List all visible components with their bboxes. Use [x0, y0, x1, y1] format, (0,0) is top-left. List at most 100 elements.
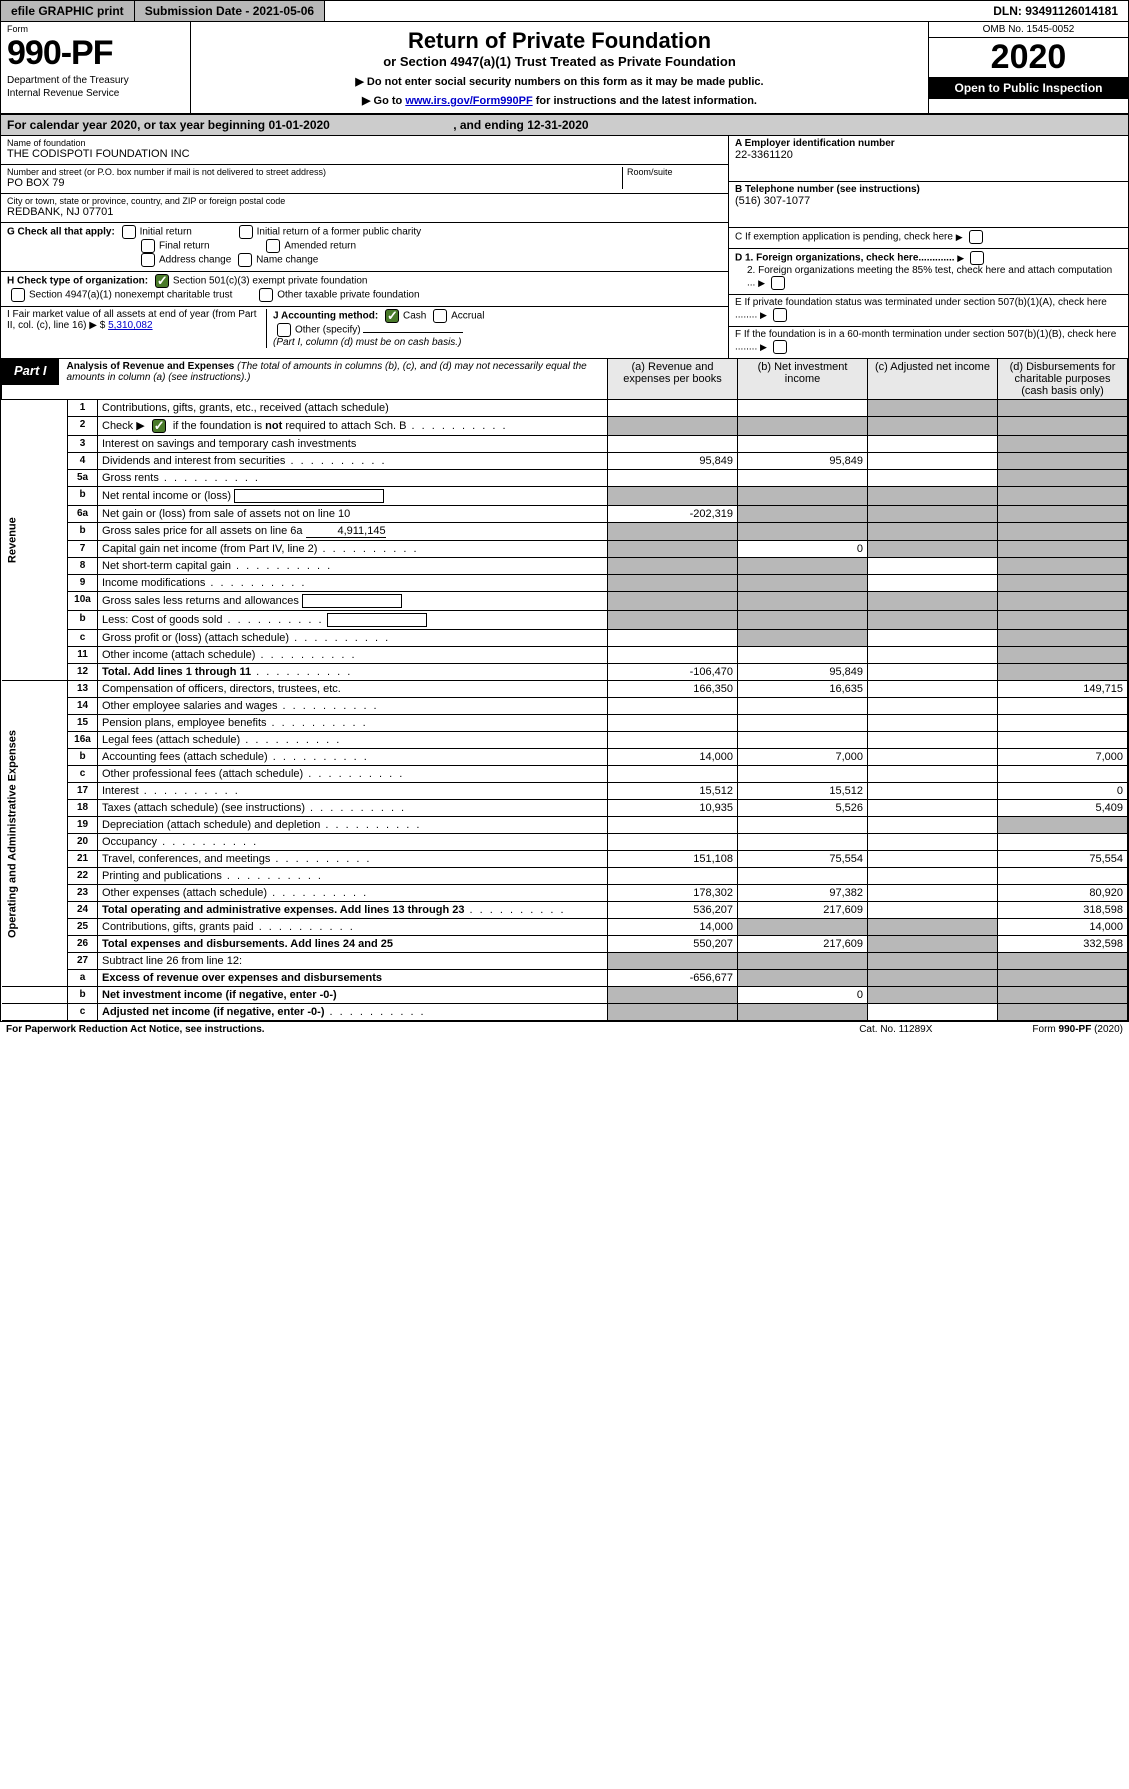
4947-checkbox[interactable] [11, 288, 25, 302]
e-cell: E If private foundation status was termi… [729, 295, 1128, 327]
dept-treasury: Department of the Treasury [7, 75, 184, 86]
tax-year: 2020 [929, 38, 1128, 77]
row-20: 20Occupancy [2, 834, 1128, 851]
row-10b: bLess: Cost of goods sold [2, 611, 1128, 630]
header: Form 990-PF Department of the Treasury I… [1, 22, 1128, 115]
row-27b: bNet investment income (if negative, ent… [2, 987, 1128, 1004]
final-return-label: Final return [159, 241, 210, 252]
row-5b: bNet rental income or (loss) [2, 487, 1128, 506]
address-cell: Number and street (or P.O. box number if… [1, 165, 728, 194]
accrual-checkbox[interactable] [433, 309, 447, 323]
col-b-header: (b) Net investment income [738, 359, 868, 400]
i-j-row: I Fair market value of all assets at end… [1, 307, 728, 352]
501c3-checkbox[interactable] [155, 274, 169, 288]
other-method-checkbox[interactable] [277, 323, 291, 337]
row-3: 3Interest on savings and temporary cash … [2, 436, 1128, 453]
row-1: Revenue1Contributions, gifts, grants, et… [2, 400, 1128, 417]
other-taxable-checkbox[interactable] [259, 288, 273, 302]
city-label: City or town, state or province, country… [7, 196, 722, 206]
submission-date-value: 2021-05-06 [253, 4, 314, 18]
row-6a: 6aNet gain or (loss) from sale of assets… [2, 506, 1128, 523]
other-taxable-label: Other taxable private foundation [277, 290, 419, 301]
name-change-checkbox[interactable] [238, 253, 252, 267]
d2-checkbox[interactable] [771, 276, 785, 290]
d1-label: D 1. Foreign organizations, check here..… [735, 253, 955, 264]
city: REDBANK, NJ 07701 [7, 206, 722, 218]
row-14: 14Other employee salaries and wages [2, 698, 1128, 715]
row-18: 18Taxes (attach schedule) (see instructi… [2, 800, 1128, 817]
form-number: 990-PF [7, 34, 184, 73]
d1-checkbox[interactable] [970, 251, 984, 265]
part1-table: Part I Analysis of Revenue and Expenses … [1, 358, 1128, 1021]
tel-cell: B Telephone number (see instructions) (5… [729, 182, 1128, 228]
d2-label: 2. Foreign organizations meeting the 85%… [747, 265, 1112, 289]
cash-checkbox[interactable] [385, 309, 399, 323]
amended-return-checkbox[interactable] [266, 239, 280, 253]
h-label: H Check type of organization: [7, 276, 148, 287]
submission-date-label: Submission Date - [145, 4, 253, 18]
part1-title: Analysis of Revenue and Expenses [67, 361, 235, 372]
row-2: 2Check ▶ if the foundation is not requir… [2, 417, 1128, 436]
address-change-label: Address change [159, 255, 231, 266]
row-24: 24Total operating and administrative exp… [2, 902, 1128, 919]
e-checkbox[interactable] [773, 308, 787, 322]
row-5a: 5aGross rents [2, 470, 1128, 487]
foundation-name-cell: Name of foundation THE CODISPOTI FOUNDAT… [1, 136, 728, 165]
amended-return-label: Amended return [284, 241, 356, 252]
row-12: 12Total. Add lines 1 through 11-106,4709… [2, 664, 1128, 681]
c-label: C If exemption application is pending, c… [735, 232, 953, 243]
header-left: Form 990-PF Department of the Treasury I… [1, 22, 191, 113]
501c3-label: Section 501(c)(3) exempt private foundat… [173, 276, 368, 287]
d-cell: D 1. Foreign organizations, check here..… [729, 249, 1128, 295]
part1-tag: Part I [2, 359, 59, 385]
addr-label: Number and street (or P.O. box number if… [7, 167, 622, 177]
row-9: 9Income modifications [2, 575, 1128, 592]
address: PO BOX 79 [7, 177, 622, 189]
f-checkbox[interactable] [773, 340, 787, 354]
header-right: OMB No. 1545-0052 2020 Open to Public In… [928, 22, 1128, 113]
row-27: 27Subtract line 26 from line 12: [2, 953, 1128, 970]
row-16a: 16aLegal fees (attach schedule) [2, 732, 1128, 749]
irs-label: Internal Revenue Service [7, 88, 184, 99]
form-subtitle: or Section 4947(a)(1) Trust Treated as P… [197, 54, 922, 69]
name-change-label: Name change [256, 255, 318, 266]
row-10a: 10aGross sales less returns and allowanc… [2, 592, 1128, 611]
final-return-checkbox[interactable] [141, 239, 155, 253]
i-value[interactable]: 5,310,082 [108, 320, 153, 331]
col-d-header: (d) Disbursements for charitable purpose… [998, 359, 1128, 400]
row-15: 15Pension plans, employee benefits [2, 715, 1128, 732]
form-990pf-page: efile GRAPHIC print Submission Date - 20… [0, 0, 1129, 1022]
efile-print-button[interactable]: efile GRAPHIC print [1, 1, 135, 21]
cal-pre: For calendar year 2020, or tax year begi… [7, 118, 268, 132]
cash-label: Cash [403, 311, 426, 322]
row-10c: cGross profit or (loss) (attach schedule… [2, 630, 1128, 647]
row-23: 23Other expenses (attach schedule)178,30… [2, 885, 1128, 902]
row-8: 8Net short-term capital gain [2, 558, 1128, 575]
f-label: F If the foundation is in a 60-month ter… [735, 329, 1116, 353]
header-center: Return of Private Foundation or Section … [191, 22, 928, 113]
initial-former-checkbox[interactable] [239, 225, 253, 239]
sch-b-checkbox[interactable] [152, 419, 166, 433]
city-cell: City or town, state or province, country… [1, 194, 728, 223]
row-26: 26Total expenses and disbursements. Add … [2, 936, 1128, 953]
expenses-side-label: Operating and Administrative Expenses [2, 681, 68, 987]
row-16b: bAccounting fees (attach schedule)14,000… [2, 749, 1128, 766]
dln-value: 93491126014181 [1025, 4, 1118, 18]
initial-return-label: Initial return [140, 227, 192, 238]
address-change-checkbox[interactable] [141, 253, 155, 267]
foundation-name: THE CODISPOTI FOUNDATION INC [7, 148, 722, 160]
g-check-row: G Check all that apply: Initial return I… [1, 223, 728, 272]
entity-info-right: A Employer identification number 22-3361… [728, 136, 1128, 358]
row-7: 7Capital gain net income (from Part IV, … [2, 541, 1128, 558]
row-22: 22Printing and publications [2, 868, 1128, 885]
c-checkbox[interactable] [969, 230, 983, 244]
revenue-side-label: Revenue [2, 400, 68, 681]
initial-return-checkbox[interactable] [122, 225, 136, 239]
entity-info-left: Name of foundation THE CODISPOTI FOUNDAT… [1, 136, 728, 358]
j-label: J Accounting method: [273, 311, 378, 322]
telephone: (516) 307-1077 [735, 195, 1122, 207]
row-16c: cOther professional fees (attach schedul… [2, 766, 1128, 783]
form990pf-link[interactable]: www.irs.gov/Form990PF [405, 95, 532, 107]
footer: For Paperwork Reduction Act Notice, see … [0, 1022, 1129, 1037]
accrual-label: Accrual [451, 311, 484, 322]
